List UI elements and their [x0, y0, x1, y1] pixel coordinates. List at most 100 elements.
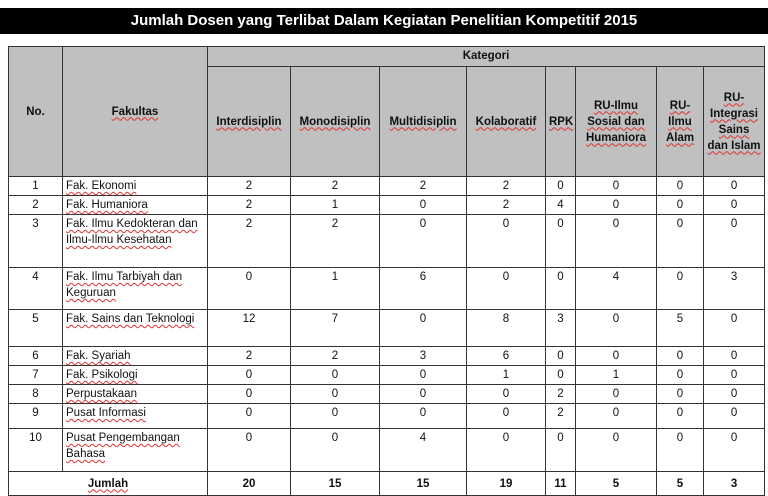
cell-value: 0	[379, 309, 467, 347]
cell-value: 2	[466, 195, 546, 215]
cell-value: 2	[290, 214, 380, 268]
cell-value: 2	[207, 214, 291, 268]
cell-value: 7	[290, 309, 380, 347]
row-fakultas: Fak. Psikologi	[62, 365, 208, 385]
cell-value: 0	[379, 195, 467, 215]
cell-value: 2	[207, 195, 291, 215]
row-fakultas: Pusat Informasi	[62, 403, 208, 429]
total-value: 5	[575, 471, 657, 496]
cell-value: 0	[290, 403, 380, 429]
total-value: 3	[702, 471, 766, 496]
total-value: 11	[545, 471, 576, 496]
column-header: RU-Integrasi Sains dan Islam	[702, 66, 766, 177]
cell-value: 0	[207, 384, 291, 404]
cell-value: 0	[656, 384, 704, 404]
cell-value: 0	[575, 403, 657, 429]
cell-value: 0	[702, 428, 766, 472]
cell-value: 0	[575, 195, 657, 215]
column-header: RU-Ilmu Alam	[656, 66, 704, 177]
cell-value: 0	[702, 384, 766, 404]
row-number: 10	[8, 428, 63, 472]
cell-value: 0	[656, 428, 704, 472]
cell-value: 0	[466, 384, 546, 404]
total-value: 19	[466, 471, 546, 496]
table-row: 8 Perpustakaan 0 0 0 0 2 0 0 0	[8, 384, 766, 404]
cell-value: 2	[379, 176, 467, 196]
cell-value: 4	[545, 195, 576, 215]
cell-value: 0	[575, 346, 657, 366]
cell-value: 1	[290, 267, 380, 310]
cell-value: 2	[466, 176, 546, 196]
cell-value: 0	[207, 365, 291, 385]
cell-value: 0	[290, 384, 380, 404]
row-number: 4	[8, 267, 63, 310]
cell-value: 2	[290, 176, 380, 196]
cell-value: 0	[702, 176, 766, 196]
row-number: 3	[8, 214, 63, 268]
row-number: 1	[8, 176, 63, 196]
cell-value: 0	[575, 309, 657, 347]
column-header: RPK	[545, 66, 576, 177]
cell-value: 0	[656, 365, 704, 385]
cell-value: 5	[656, 309, 704, 347]
cell-value: 1	[466, 365, 546, 385]
cell-value: 2	[545, 403, 576, 429]
row-fakultas: Fak. Ekonomi	[62, 176, 208, 196]
cell-value: 0	[702, 309, 766, 347]
cell-value: 3	[379, 346, 467, 366]
cell-value: 0	[290, 428, 380, 472]
cell-value: 2	[545, 384, 576, 404]
header-no: No.	[8, 46, 63, 177]
row-fakultas: Perpustakaan	[62, 384, 208, 404]
cell-value: 0	[702, 403, 766, 429]
cell-value: 0	[656, 195, 704, 215]
cell-value: 0	[575, 176, 657, 196]
row-fakultas: Fak. Syariah	[62, 346, 208, 366]
cell-value: 0	[702, 214, 766, 268]
cell-value: 0	[575, 384, 657, 404]
table-row: 6 Fak. Syariah 2 2 3 6 0 0 0 0	[8, 346, 766, 366]
total-row: Jumlah 20 15 15 19 11 5 5 3	[8, 471, 766, 496]
column-header: Interdisiplin	[207, 66, 291, 177]
cell-value: 8	[466, 309, 546, 347]
cell-value: 0	[207, 403, 291, 429]
cell-value: 0	[545, 176, 576, 196]
column-header: RU-Ilmu Sosial dan Humaniora	[575, 66, 657, 177]
table-row: 3 Fak. Ilmu Kedokteran dan Ilmu-Ilmu Kese…	[8, 214, 766, 268]
cell-value: 2	[207, 346, 291, 366]
cell-value: 0	[379, 403, 467, 429]
cell-value: 0	[545, 428, 576, 472]
cell-value: 2	[290, 346, 380, 366]
cell-value: 0	[466, 403, 546, 429]
row-number: 5	[8, 309, 63, 347]
cell-value: 0	[466, 428, 546, 472]
cell-value: 3	[702, 267, 766, 310]
cell-value: 0	[290, 365, 380, 385]
cell-value: 0	[702, 195, 766, 215]
table-title: Jumlah Dosen yang Terlibat Dalam Kegiata…	[0, 8, 768, 34]
row-fakultas: Fak. Sains dan Teknologi	[62, 309, 208, 347]
table-row: 1 Fak. Ekonomi 2 2 2 2 0 0 0 0	[8, 176, 766, 196]
cell-value: 0	[656, 214, 704, 268]
total-value: 15	[290, 471, 380, 496]
cell-value: 0	[207, 267, 291, 310]
data-table: No. Fakultas Kategori Interdisiplin Monod…	[8, 46, 766, 496]
row-number: 6	[8, 346, 63, 366]
total-label: Jumlah	[8, 471, 208, 496]
cell-value: 0	[656, 267, 704, 310]
cell-value: 4	[575, 267, 657, 310]
cell-value: 0	[656, 346, 704, 366]
cell-value: 12	[207, 309, 291, 347]
total-value: 15	[379, 471, 467, 496]
cell-value: 0	[702, 365, 766, 385]
cell-value: 0	[466, 214, 546, 268]
header-fakultas: Fakultas	[62, 46, 208, 177]
total-value: 5	[656, 471, 704, 496]
cell-value: 0	[545, 214, 576, 268]
table-row: 7 Fak. Psikologi 0 0 0 1 0 1 0 0	[8, 365, 766, 385]
cell-value: 1	[290, 195, 380, 215]
row-fakultas: Fak. Ilmu Kedokteran dan Ilmu-Ilmu Keseh…	[62, 214, 208, 268]
cell-value: 0	[575, 214, 657, 268]
cell-value: 3	[545, 309, 576, 347]
cell-value: 2	[207, 176, 291, 196]
